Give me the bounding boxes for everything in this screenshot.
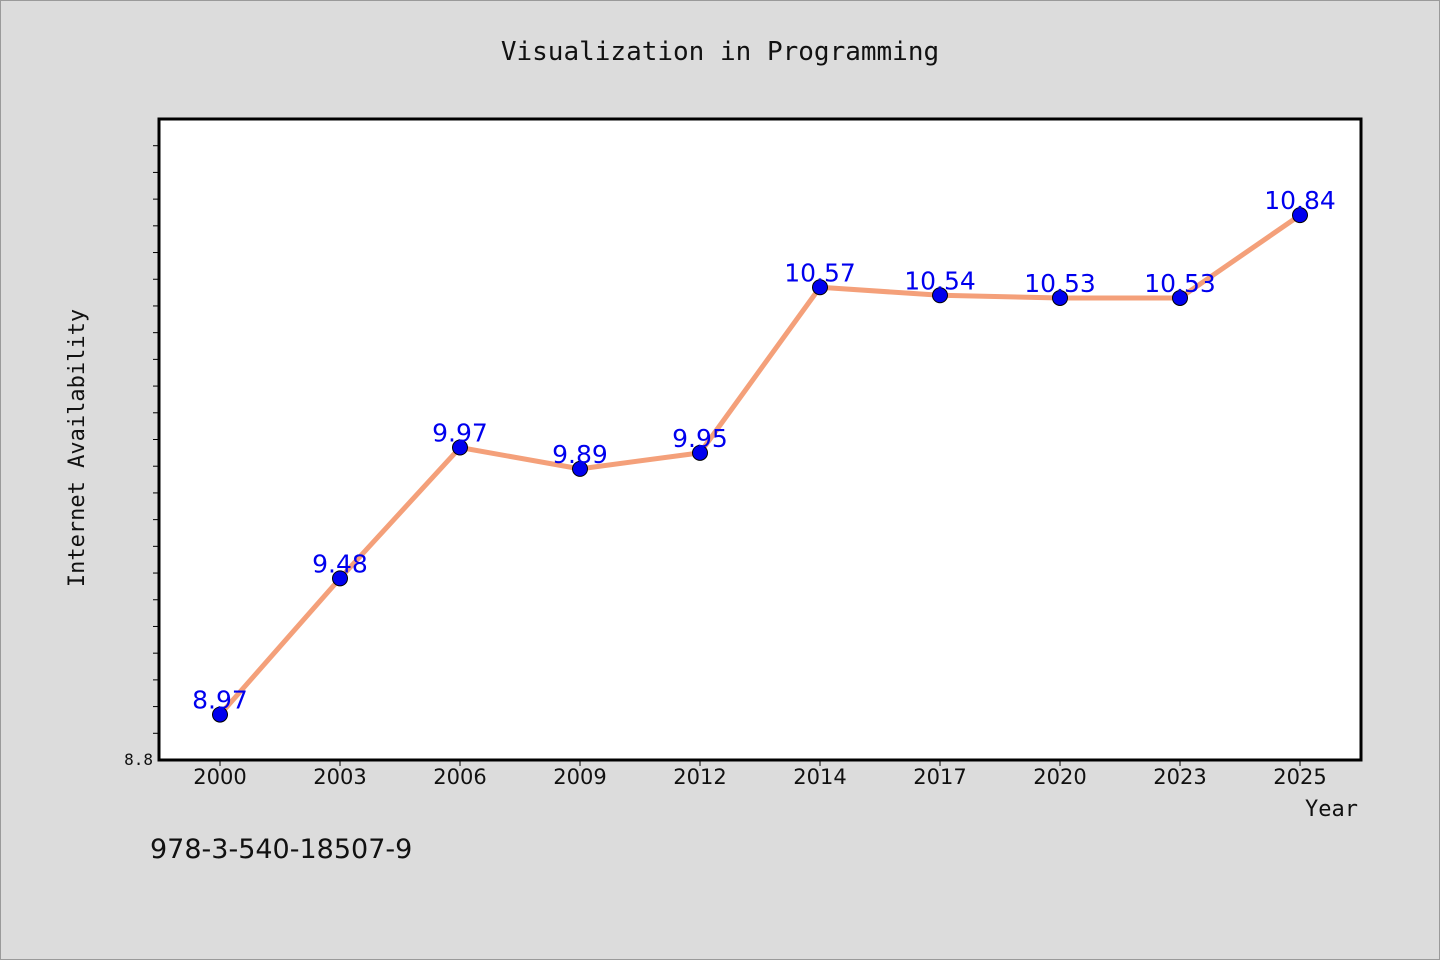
x-tick-label: 2025: [1273, 765, 1326, 789]
data-point: [812, 279, 828, 296]
data-label: 9.95: [672, 424, 728, 453]
series-line: [218, 213, 1302, 717]
isbn-footer: 978-3-540-18507-9: [150, 834, 413, 865]
chart-title: Visualization in Programming: [501, 37, 939, 67]
data-point: [452, 439, 468, 456]
x-tick-label: 2000: [193, 765, 246, 789]
y-axis-label: Internet Availability: [65, 309, 90, 587]
data-label: 9.89: [552, 440, 608, 469]
data-label: 9.97: [432, 419, 488, 448]
x-tick-label: 2020: [1033, 765, 1086, 789]
x-axis-ticks: [219, 760, 1301, 766]
series-line-group: [218, 213, 1302, 717]
data-label: 8.97: [192, 686, 248, 715]
x-tick-label: 2017: [913, 765, 966, 789]
data-point: [1052, 289, 1068, 306]
y-tick-label: 8.8: [124, 750, 153, 769]
data-label: 10.53: [1144, 269, 1216, 298]
data-point: [332, 570, 348, 587]
x-tick-label: 2012: [673, 765, 726, 789]
x-tick-label: 2009: [553, 765, 606, 789]
data-point: [572, 460, 588, 477]
x-axis-label: Year: [1305, 797, 1358, 822]
data-point: [692, 444, 708, 461]
data-point: [212, 706, 228, 723]
data-label: 10.54: [904, 266, 976, 295]
data-point: [1292, 207, 1308, 224]
plot-area: [157, 117, 1363, 762]
data-label: 10.53: [1024, 269, 1096, 298]
x-tick-label: 2006: [433, 765, 486, 789]
data-label: 10.57: [784, 258, 856, 287]
data-label: 10.84: [1264, 186, 1336, 215]
x-tick-label: 2023: [1153, 765, 1206, 789]
data-point: [932, 287, 948, 304]
data-labels: 8.97 9.48 9.97 9.89 9.95 10.57 10.54 10.53 10.53…: [192, 186, 1336, 714]
data-point: [1172, 289, 1188, 306]
data-label: 9.48: [312, 549, 368, 578]
x-tick-label: 2003: [313, 765, 366, 789]
series-markers: [212, 207, 1308, 723]
y-axis-tick-labels: 8.8: [124, 750, 153, 769]
y-axis-ticks: [153, 145, 159, 734]
x-axis-tick-labels: 2000 2003 2006 2009 2012 2014 2017 2020 2023 2025: [193, 765, 1326, 789]
x-tick-label: 2014: [793, 765, 846, 789]
